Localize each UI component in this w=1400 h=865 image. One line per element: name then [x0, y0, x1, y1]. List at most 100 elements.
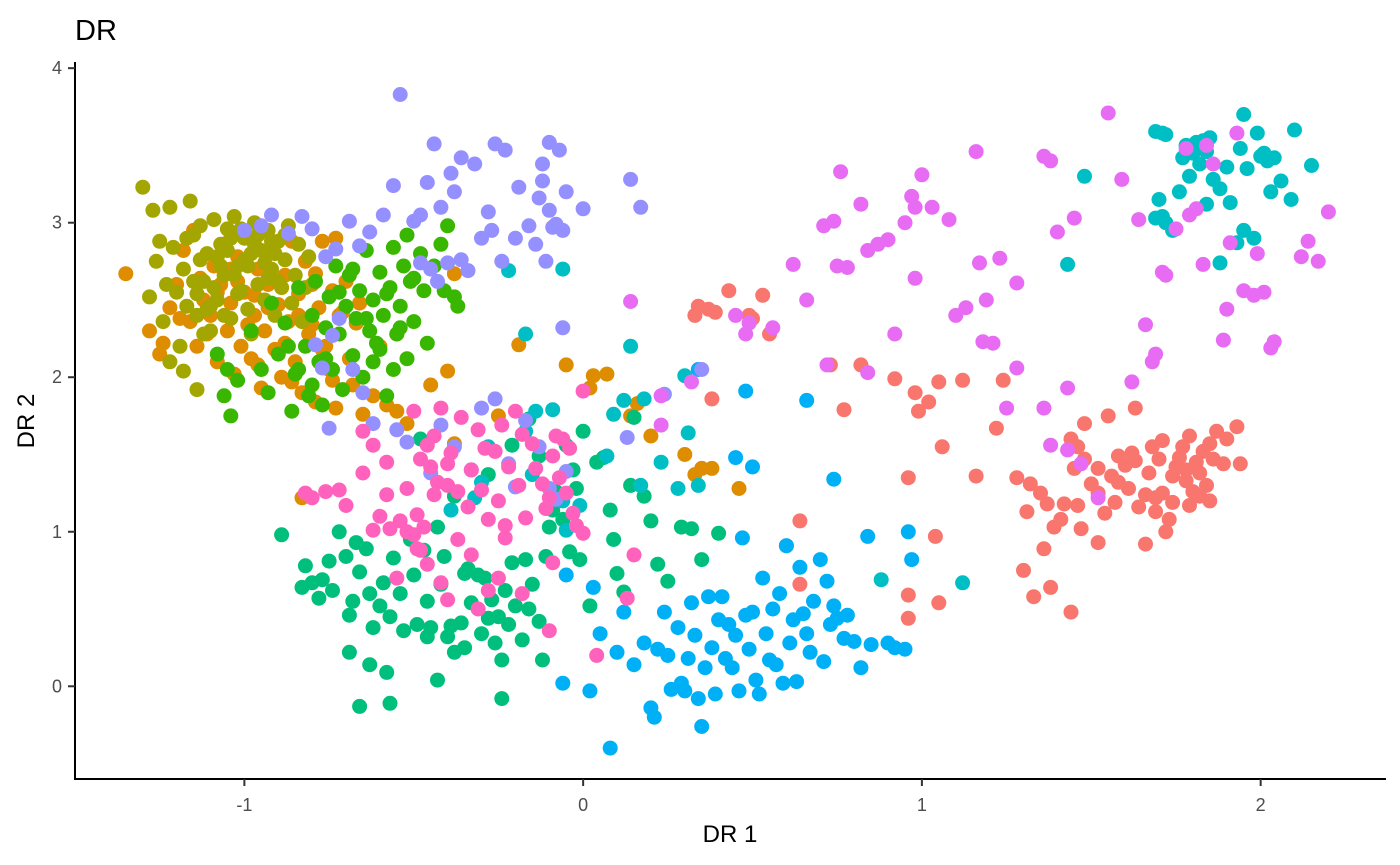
data-point	[413, 451, 428, 467]
data-point	[1178, 473, 1194, 489]
data-point	[792, 559, 808, 575]
data-point	[1212, 181, 1228, 197]
data-point	[738, 326, 754, 342]
data-point	[1168, 221, 1184, 237]
data-point	[670, 620, 686, 636]
data-point	[142, 289, 157, 305]
data-point	[616, 604, 632, 620]
data-point	[443, 165, 459, 181]
data-point	[853, 660, 869, 676]
data-point	[362, 586, 378, 602]
data-point	[1192, 156, 1208, 172]
data-point	[389, 422, 405, 438]
y-tick-label: 2	[52, 367, 62, 387]
data-point	[1104, 468, 1120, 484]
data-point	[325, 328, 340, 343]
data-point	[243, 323, 259, 339]
data-point	[1249, 125, 1265, 141]
data-point	[728, 627, 744, 643]
data-point	[457, 640, 473, 656]
data-point	[694, 362, 710, 377]
data-point	[541, 623, 557, 639]
data-point	[789, 674, 805, 690]
data-point	[545, 219, 561, 235]
data-point	[1171, 184, 1187, 200]
data-point	[253, 218, 269, 234]
data-point	[450, 532, 466, 547]
data-point	[562, 440, 578, 456]
data-point	[362, 323, 378, 339]
data-point	[490, 570, 506, 586]
data-point	[396, 258, 412, 274]
data-point	[887, 326, 903, 342]
data-point	[514, 426, 530, 442]
data-point	[1266, 150, 1282, 166]
data-point	[646, 709, 662, 725]
data-point	[385, 550, 401, 566]
data-point	[203, 298, 218, 314]
data-point	[1249, 246, 1265, 262]
data-point	[765, 601, 781, 617]
data-point	[575, 383, 591, 399]
data-point	[1212, 255, 1228, 271]
data-point	[1178, 462, 1194, 478]
series-10	[297, 383, 642, 663]
data-point	[297, 558, 313, 574]
data-point	[518, 510, 534, 526]
data-point	[490, 493, 506, 509]
data-point	[474, 626, 489, 642]
data-point	[328, 400, 344, 416]
data-point	[995, 372, 1011, 388]
data-point	[341, 607, 357, 623]
data-point	[392, 298, 408, 314]
data-point	[656, 604, 672, 620]
data-point	[606, 406, 622, 422]
data-point	[419, 437, 435, 453]
data-point	[291, 362, 307, 377]
data-point	[1209, 423, 1225, 439]
data-point	[457, 566, 473, 581]
data-point	[694, 719, 710, 734]
data-point	[406, 567, 422, 583]
data-point	[623, 338, 639, 354]
data-point	[331, 284, 347, 300]
data-point	[474, 482, 489, 498]
data-point	[714, 589, 730, 605]
data-point	[545, 402, 561, 418]
data-point	[280, 338, 296, 354]
data-point	[1293, 249, 1309, 265]
data-point	[1151, 192, 1167, 207]
data-point	[853, 196, 869, 212]
data-point	[341, 213, 357, 229]
data-point	[494, 253, 510, 269]
y-tick-label: 3	[52, 213, 62, 233]
data-point	[162, 354, 178, 370]
data-point	[325, 583, 340, 598]
data-point	[897, 215, 913, 231]
data-point	[341, 644, 357, 660]
data-point	[724, 660, 740, 676]
data-point	[406, 270, 422, 286]
data-point	[1073, 521, 1089, 537]
data-point	[419, 629, 435, 645]
data-point	[1053, 511, 1069, 527]
data-point	[314, 572, 330, 588]
data-point	[240, 301, 256, 317]
data-point	[772, 586, 788, 602]
data-point	[839, 607, 855, 623]
data-point	[826, 598, 842, 614]
data-point	[1182, 498, 1197, 513]
data-point	[406, 403, 422, 419]
data-point	[460, 499, 476, 515]
data-point	[758, 626, 774, 642]
data-point	[623, 171, 639, 187]
data-point	[684, 374, 699, 390]
data-point	[1141, 465, 1157, 481]
data-point	[1215, 332, 1231, 348]
data-point	[389, 570, 405, 586]
data-point	[436, 549, 452, 564]
data-point	[541, 490, 557, 506]
data-point	[1009, 275, 1025, 291]
data-point	[623, 294, 639, 309]
data-point	[1036, 400, 1052, 416]
